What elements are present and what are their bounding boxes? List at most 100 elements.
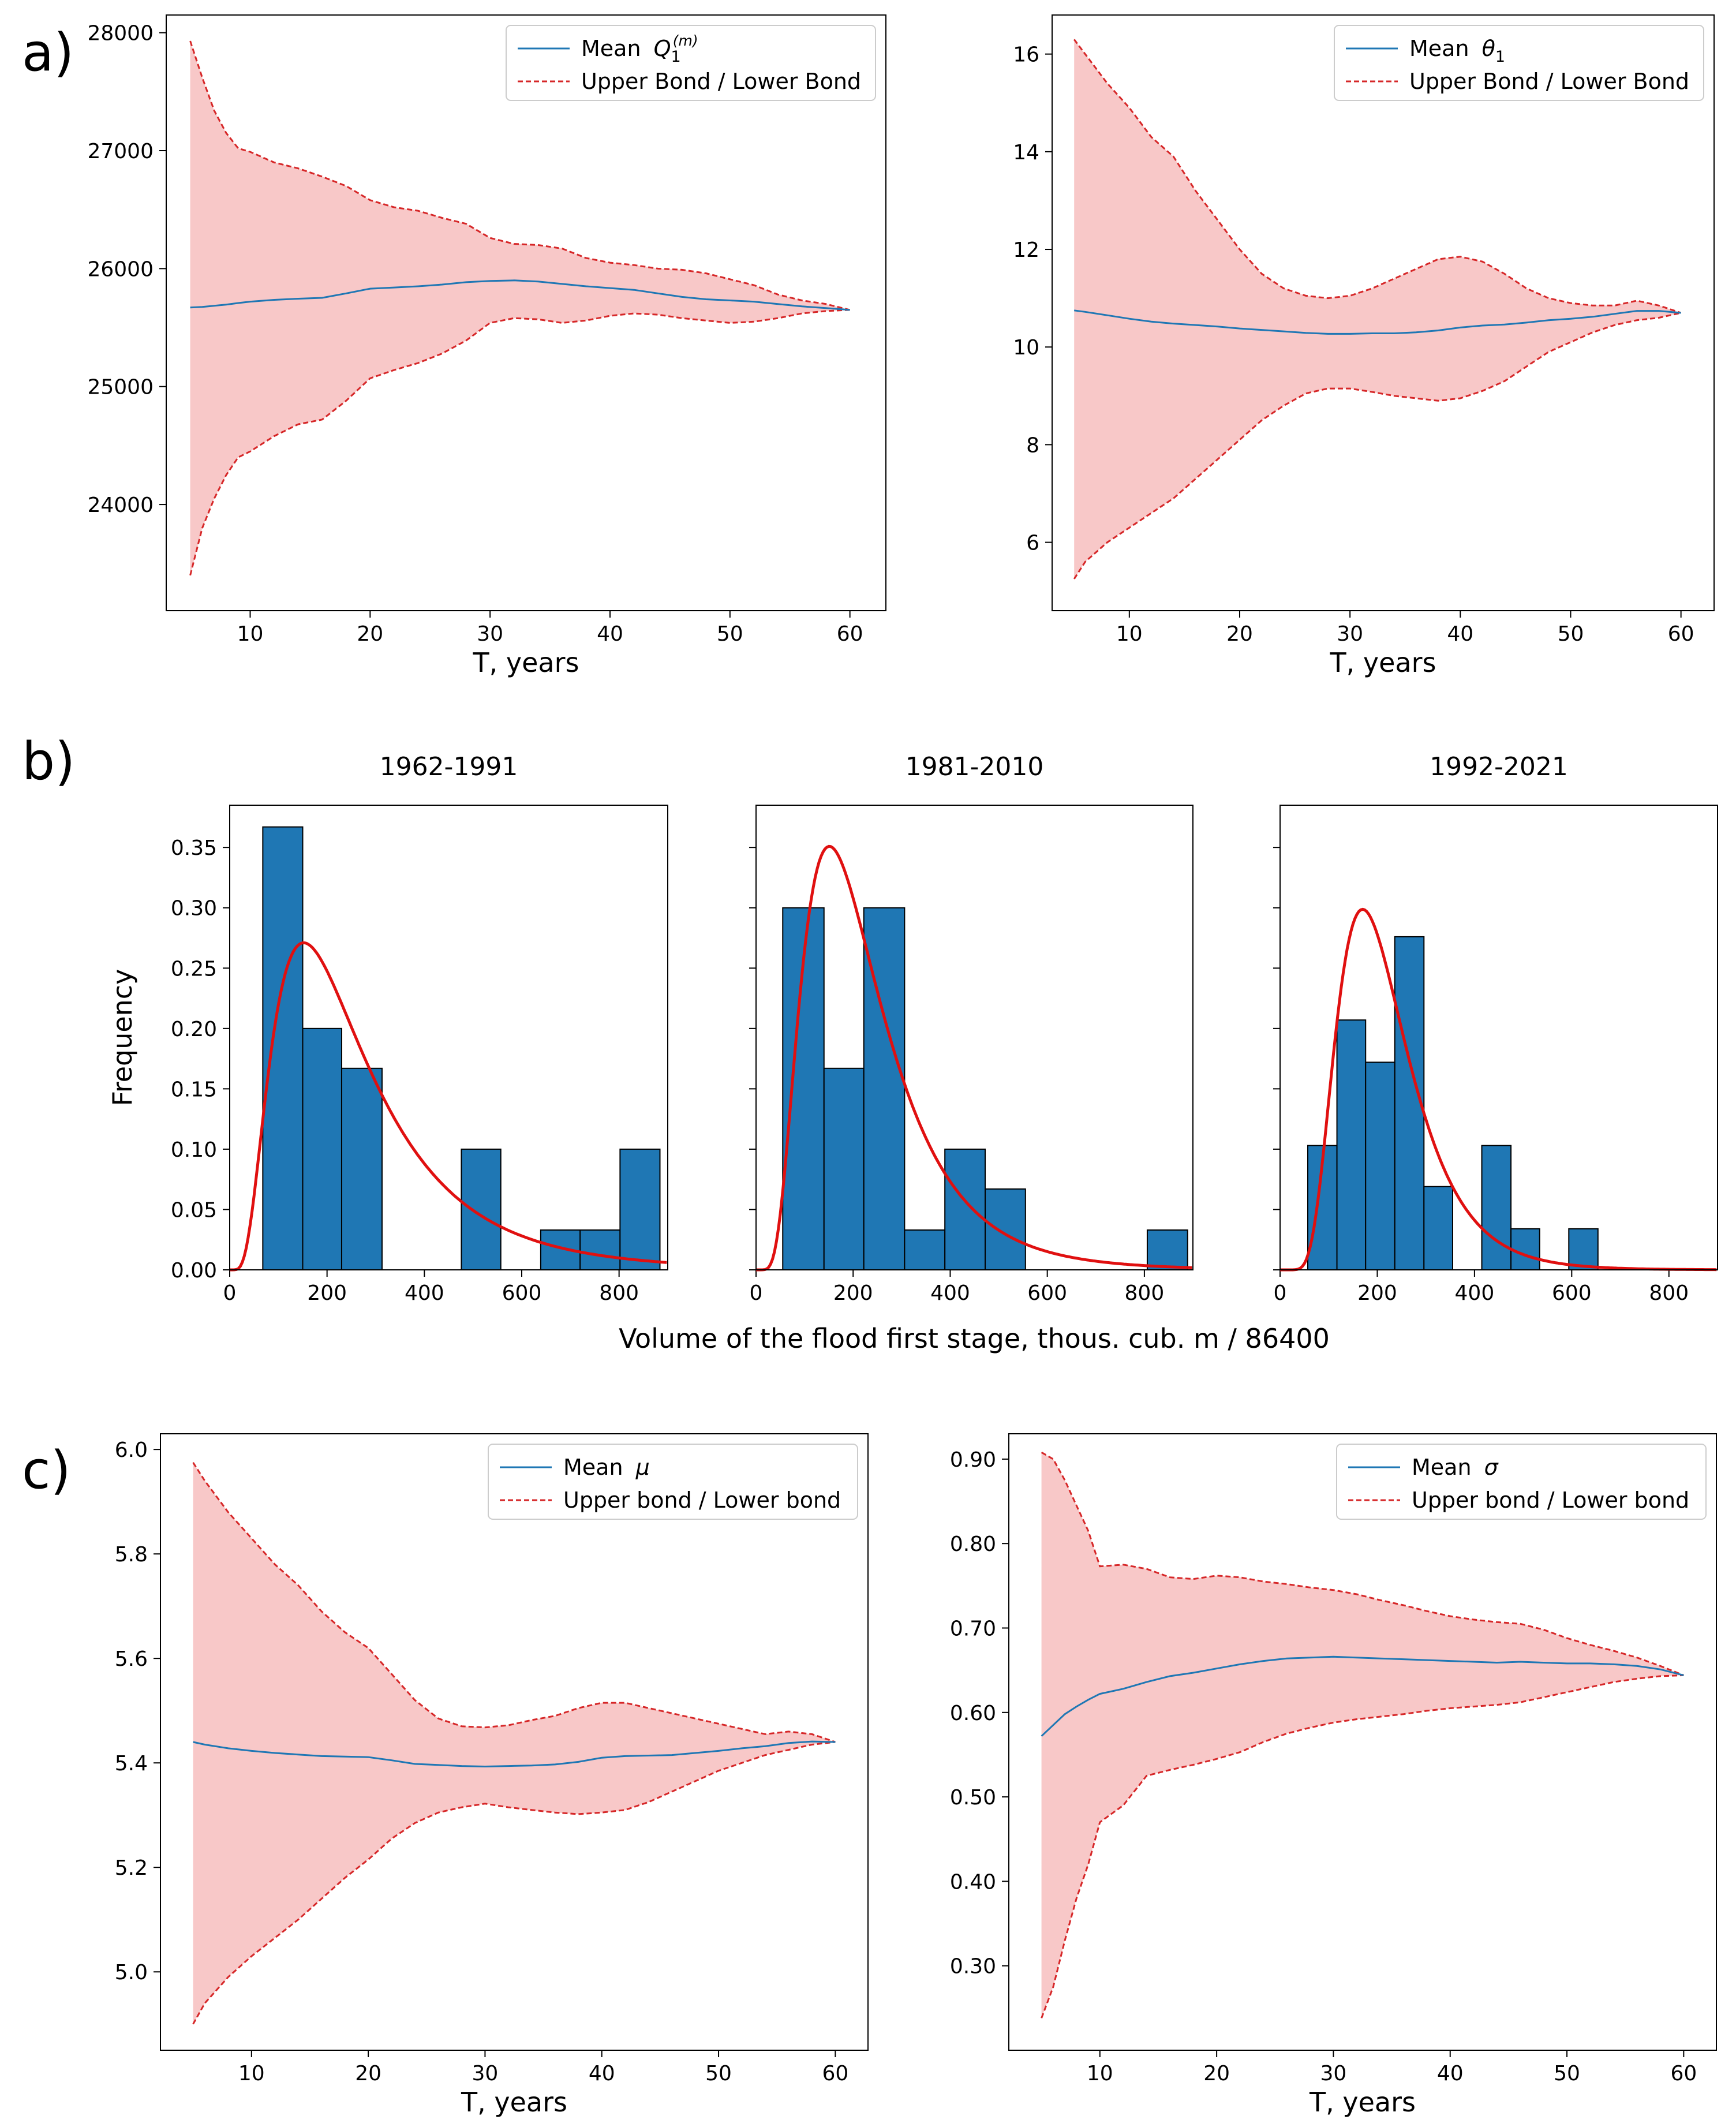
axes-frame bbox=[1052, 14, 1715, 611]
y-tick-label: 0.50 bbox=[950, 1786, 996, 1810]
histogram-bar bbox=[985, 1188, 1026, 1271]
legend-box bbox=[506, 25, 876, 101]
y-tick-label: 6 bbox=[1026, 532, 1039, 555]
y-tick-label: 0.35 bbox=[171, 836, 217, 860]
x-tick-label: 0 bbox=[223, 1281, 237, 1305]
x-tick-label: 200 bbox=[1357, 1281, 1397, 1305]
panel-label-a: a) bbox=[22, 23, 74, 83]
histogram-bar bbox=[1146, 1229, 1188, 1270]
x-tick-label: 400 bbox=[405, 1281, 444, 1305]
legend-mean-prefix: Mean bbox=[563, 1455, 630, 1480]
y-tick-label: 0.30 bbox=[171, 897, 217, 921]
y-tick-label: 0.05 bbox=[171, 1198, 217, 1222]
legend-box bbox=[1334, 25, 1704, 101]
histogram-bar bbox=[1394, 936, 1425, 1270]
upper-bound-line bbox=[1041, 1451, 1684, 1676]
y-tick-label: 0.00 bbox=[171, 1259, 217, 1283]
mean-line bbox=[1074, 309, 1681, 335]
mean-line bbox=[190, 279, 850, 311]
legend-band-label: Upper Bond / Lower Bond bbox=[1409, 69, 1689, 94]
legend-band-label: Upper Bond / Lower Bond bbox=[581, 69, 861, 94]
chart-title: 1981-2010 bbox=[906, 752, 1044, 782]
y-tick-label: 5.0 bbox=[115, 1961, 148, 1984]
histogram-bar bbox=[341, 1067, 383, 1271]
x-tick-label: 60 bbox=[837, 622, 863, 646]
x-tick-label: 50 bbox=[1554, 2062, 1580, 2085]
y-tick-label: 14 bbox=[1013, 141, 1039, 165]
legend-mean-prefix: Mean bbox=[1412, 1455, 1479, 1480]
confidence-band-fill bbox=[1074, 39, 1681, 580]
chart-b-1962-1991: 0 200 400 600 800 0.00 0.05 0.10 0.15 0.20 0.25 0.3… bbox=[107, 752, 668, 1305]
histogram-bar bbox=[944, 1148, 986, 1270]
y-tick-label: 5.6 bbox=[115, 1647, 148, 1671]
x-tick-label: 30 bbox=[472, 2062, 499, 2085]
x-tick-label: 10 bbox=[1116, 622, 1143, 646]
x-tick-label: 40 bbox=[589, 2062, 615, 2085]
fitted-lognormal-curve bbox=[756, 844, 1192, 1272]
x-tick-label: 400 bbox=[930, 1281, 970, 1305]
histogram-bar bbox=[1481, 1145, 1512, 1270]
panel-label-b: b) bbox=[22, 731, 75, 792]
x-tick-label: 50 bbox=[1558, 622, 1584, 646]
legend: Mean μ Upper bond / Lower bond bbox=[488, 1444, 858, 1520]
legend: Mean Q1(m) Upper Bond / Lower Bond bbox=[506, 25, 876, 101]
y-tick-label: 0.40 bbox=[950, 1870, 996, 1894]
x-tick-label: 600 bbox=[1552, 1281, 1592, 1305]
x-axis-label: T, years bbox=[1330, 647, 1436, 678]
histogram-bar bbox=[1365, 1061, 1395, 1270]
y-tick-label: 0.70 bbox=[950, 1617, 996, 1640]
legend-mean-symbol: θ bbox=[1482, 36, 1495, 61]
confidence-band-fill bbox=[190, 41, 850, 575]
y-tick-label: 24000 bbox=[87, 494, 154, 517]
axes-frame bbox=[229, 805, 668, 1270]
legend-mean-symbol: σ bbox=[1484, 1455, 1499, 1480]
x-tick-label: 200 bbox=[307, 1281, 347, 1305]
y-tick-label: 0.20 bbox=[171, 1018, 217, 1041]
b-shared-xlabel: Volume of the flood first stage, thous. … bbox=[619, 1323, 1330, 1354]
chart-title: 1962-1991 bbox=[380, 752, 518, 782]
x-tick-label: 40 bbox=[1437, 2062, 1464, 2085]
y-axis-label: Frequency bbox=[107, 969, 138, 1107]
x-tick-label: 0 bbox=[1274, 1281, 1287, 1305]
y-tick-label: 0.80 bbox=[950, 1532, 996, 1556]
y-tick-label: 16 bbox=[1013, 43, 1039, 67]
x-tick-label: 10 bbox=[1087, 2062, 1113, 2085]
panel-label-c: c) bbox=[22, 1440, 71, 1501]
legend-mean-label: Mean μ bbox=[563, 1455, 650, 1480]
y-tick-label: 0.30 bbox=[950, 1955, 996, 1979]
y-tick-label: 10 bbox=[1013, 336, 1039, 360]
axes-frame bbox=[166, 14, 886, 611]
upper-bound-line bbox=[189, 40, 850, 311]
x-tick-label: 800 bbox=[599, 1281, 639, 1305]
legend-mean-symbol: μ bbox=[635, 1455, 650, 1480]
mean-line bbox=[193, 1740, 836, 1768]
x-tick-label: 800 bbox=[1125, 1281, 1165, 1305]
x-axis-label: T, years bbox=[461, 2087, 567, 2118]
x-tick-label: 60 bbox=[1670, 2062, 1697, 2085]
x-tick-label: 0 bbox=[750, 1281, 763, 1305]
x-tick-label: 10 bbox=[237, 622, 264, 646]
y-tick-label: 27000 bbox=[87, 140, 154, 163]
legend-mean-symbol: Q bbox=[654, 36, 671, 61]
x-tick-label: 600 bbox=[1027, 1281, 1067, 1305]
x-tick-label: 60 bbox=[1668, 622, 1694, 646]
legend-mean-label: Mean σ bbox=[1412, 1455, 1499, 1480]
legend-mean-label: Mean θ1 bbox=[1409, 36, 1505, 66]
y-tick-label: 6.0 bbox=[115, 1438, 148, 1462]
chart-c-sigma: 10 20 30 40 50 60 0.30 0.40 0.50 0.60 0.70 0.80 0.90… bbox=[950, 1433, 1717, 2118]
y-tick-label: 0.90 bbox=[950, 1448, 996, 1472]
histogram-bar bbox=[1423, 1186, 1453, 1271]
legend-box bbox=[1336, 1444, 1707, 1520]
x-tick-label: 30 bbox=[1320, 2062, 1347, 2085]
lower-bound-line bbox=[189, 309, 850, 576]
upper-bound-line bbox=[192, 1461, 836, 1743]
x-tick-label: 50 bbox=[705, 2062, 732, 2085]
y-tick-label: 12 bbox=[1013, 238, 1039, 262]
axes-frame bbox=[1008, 1433, 1717, 2051]
chart-b-1981-2010: 0 200 400 600 800 1981-2010 bbox=[749, 752, 1194, 1305]
confidence-band-fill bbox=[193, 1462, 836, 2024]
upper-bound-line bbox=[1073, 39, 1682, 314]
x-tick-label: 20 bbox=[1226, 622, 1253, 646]
y-tick-label: 0.15 bbox=[171, 1078, 217, 1101]
